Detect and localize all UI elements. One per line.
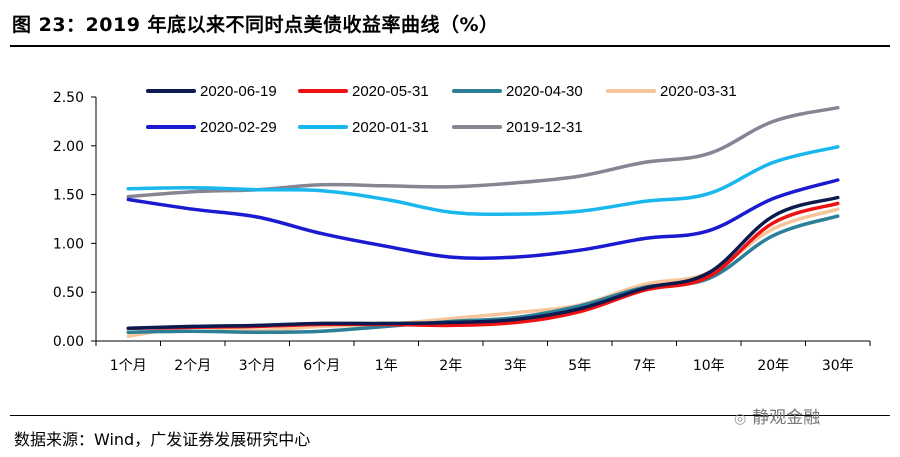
source-divider [10, 415, 890, 416]
x-axis-ticks: 1个月 2个月 3个月 6个月 1年 2年 3年 5年 7年 10年 20年 30年 [95, 341, 871, 374]
series-lines [126, 105, 840, 338]
legend-label: 2020-02-29 [200, 119, 277, 136]
y-tick-label: 2.50 [53, 90, 84, 106]
y-tick-label: 1.00 [53, 236, 84, 252]
wechat-icon: ◎ [734, 411, 747, 427]
x-tick-label: 2年 [439, 358, 462, 374]
x-tick-label: 7年 [633, 358, 656, 374]
title-underline [10, 45, 890, 47]
series-line-2020-01-31 [126, 145, 840, 217]
y-tick-label: 1.50 [53, 188, 84, 204]
watermark: ◎ 静观金融 [734, 403, 820, 428]
series-line-2020-06-19 [126, 195, 840, 331]
series-line-2020-02-29 [126, 178, 840, 261]
legend-label: 2020-05-31 [352, 83, 429, 100]
x-tick-label: 2个月 [174, 358, 211, 374]
x-tick-label: 20年 [757, 358, 789, 374]
x-tick-label: 10年 [693, 358, 725, 374]
x-tick-label: 30年 [822, 358, 854, 374]
x-tick-label: 1个月 [110, 358, 147, 374]
series-line-2020-03-31 [126, 207, 840, 338]
x-tick-label: 3个月 [239, 358, 276, 374]
y-axis-ticks: 0.00 0.50 1.00 1.50 2.00 2.50 [53, 90, 96, 350]
x-tick-label: 3年 [504, 358, 527, 374]
legend-label: 2020-03-31 [660, 83, 737, 100]
y-tick-label: 0.50 [53, 285, 84, 301]
watermark-text: 静观金融 [752, 408, 821, 428]
chart-title: 图 23：2019 年底以来不同时点美债收益率曲线（%） [12, 14, 499, 36]
legend-label: 2019-12-31 [506, 119, 583, 136]
legend-label: 2020-04-30 [506, 83, 583, 100]
x-tick-label: 1年 [375, 358, 398, 374]
data-source-note: 数据来源：Wind，广发证券发展研究中心 [14, 430, 311, 449]
x-tick-label: 5年 [568, 358, 591, 374]
legend-label: 2020-06-19 [200, 83, 277, 100]
y-tick-label: 0.00 [53, 334, 84, 350]
legend-label: 2020-01-31 [352, 119, 429, 136]
x-tick-label: 6个月 [303, 358, 340, 374]
y-tick-label: 2.00 [53, 139, 84, 155]
legend: 2020-06-19 2020-05-31 2020-04-30 2020-03-31… [146, 83, 737, 136]
